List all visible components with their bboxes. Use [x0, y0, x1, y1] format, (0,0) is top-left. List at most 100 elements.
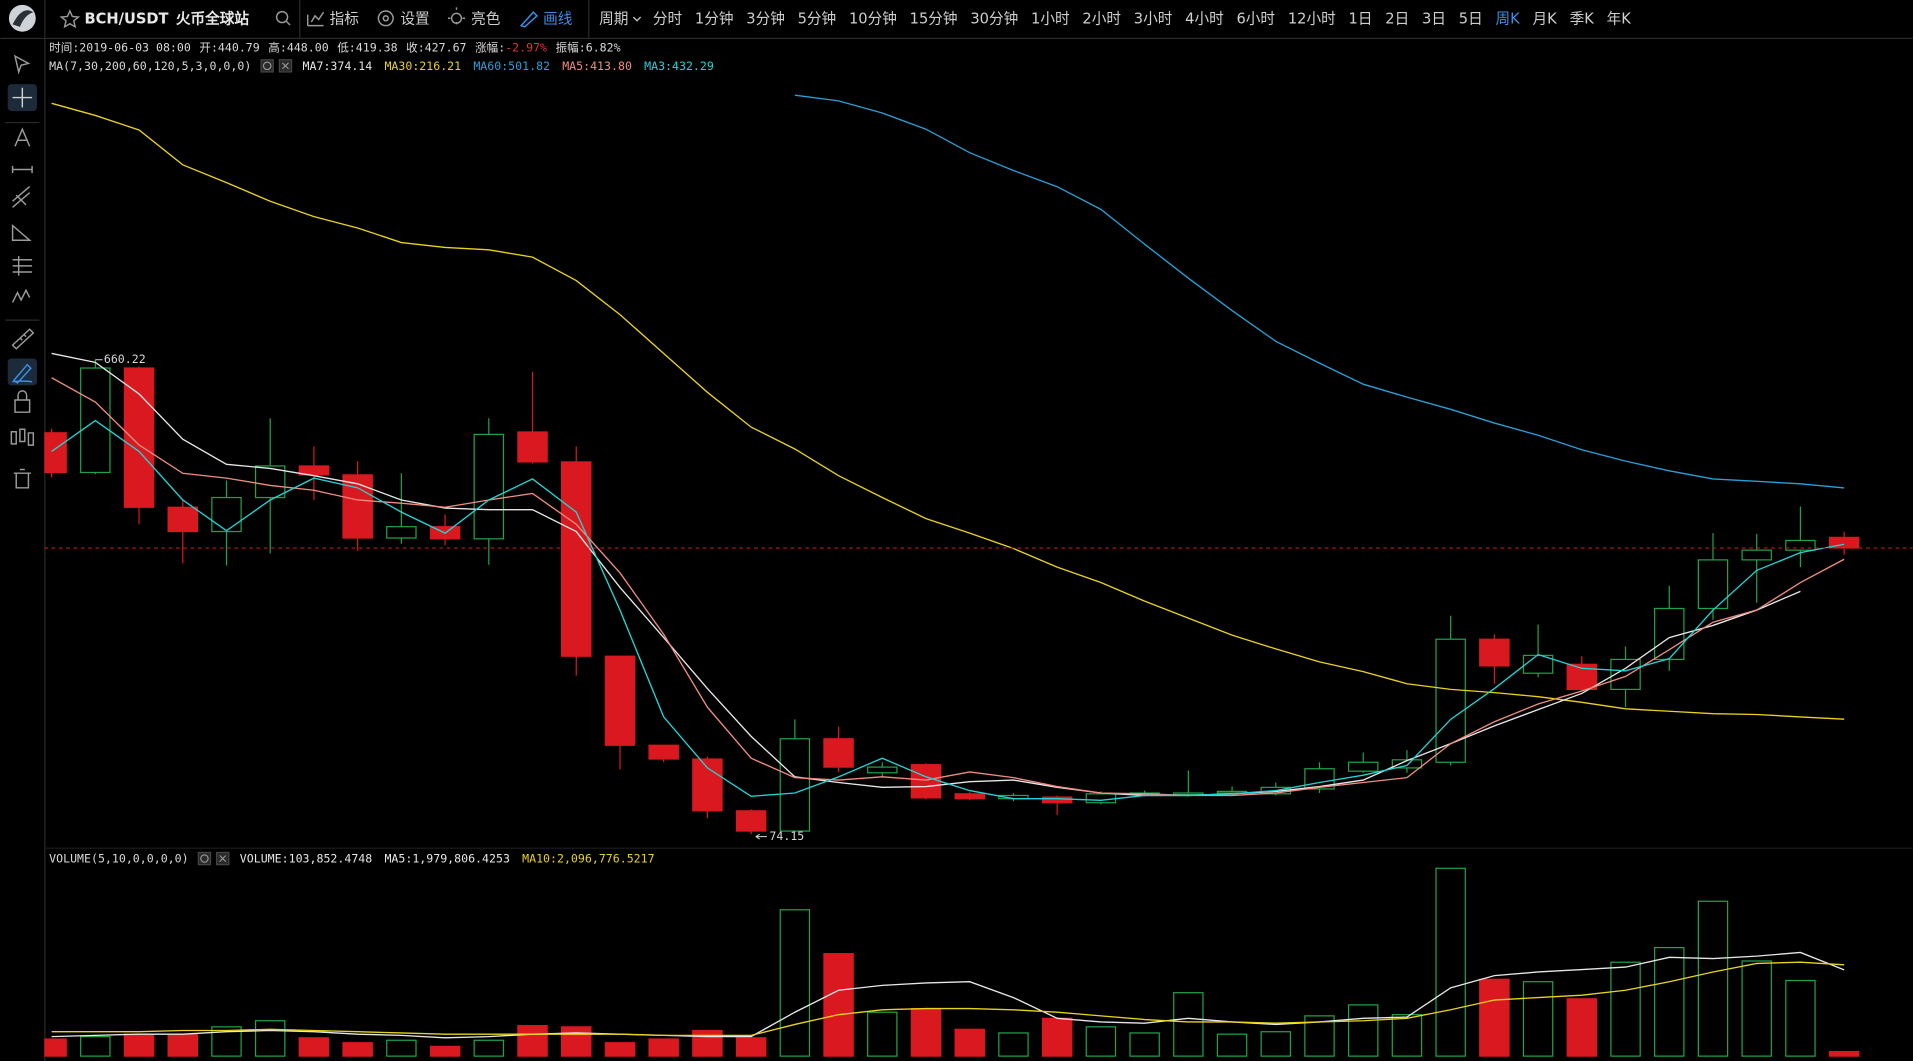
period-button[interactable]: 2日: [1385, 11, 1409, 28]
period-button[interactable]: 2小时: [1082, 11, 1121, 28]
period-buttons: 周期 分时 1分钟 3分钟 5分钟 10分钟 15分钟 30分钟 1小时 2小时 3小时 4小时 6小时…: [599, 11, 1631, 28]
volume-bar: [298, 1037, 330, 1057]
candle-body: [254, 465, 286, 499]
volume-bar: [342, 1042, 373, 1057]
tool-button[interactable]: 设置: [400, 11, 429, 28]
volume-bar: [473, 1039, 505, 1057]
legend-entry: VOLUME:103,852.4748: [240, 851, 372, 865]
period-button[interactable]: 30分钟: [970, 11, 1018, 28]
tool-button[interactable]: 亮色: [471, 11, 501, 28]
tool-icon: [306, 11, 325, 27]
candle-body: [1785, 539, 1816, 551]
period-button[interactable]: 分时: [653, 11, 683, 28]
info-label: 涨幅:: [475, 40, 505, 54]
candle-body: [473, 433, 505, 540]
brush-tool[interactable]: [12, 363, 33, 384]
info-label: 开:: [199, 40, 218, 54]
candle-body: [211, 496, 242, 533]
period-button[interactable]: 5日: [1459, 11, 1483, 28]
period-button[interactable]: 月K: [1533, 11, 1558, 28]
info-value: -2.97%: [505, 40, 547, 54]
volume-bar: [44, 1038, 67, 1057]
candle-body: [1741, 549, 1772, 561]
moving-average-line: [51, 352, 1801, 797]
candle-body: [517, 431, 548, 463]
candle-body: [954, 793, 985, 800]
crosshair-tool[interactable]: [12, 87, 33, 108]
moving-average-line: [51, 961, 1845, 1037]
candle-body: [648, 744, 679, 760]
line-tool[interactable]: [11, 165, 33, 174]
hide-tool[interactable]: [10, 428, 35, 446]
indicator-name: MA(7,30,200,60,120,5,3,0,0,0): [49, 58, 251, 72]
volume-bar: [254, 1020, 286, 1057]
period-button[interactable]: 15分钟: [910, 11, 958, 28]
indicator-settings[interactable]: [197, 851, 212, 866]
period-button[interactable]: 年K: [1607, 11, 1632, 28]
period-button[interactable]: 1分钟: [695, 11, 734, 28]
volume-bar: [1216, 1033, 1248, 1057]
pattern-tool[interactable]: [11, 288, 31, 303]
period-button[interactable]: 周K: [1496, 11, 1521, 28]
text-tool[interactable]: [14, 127, 31, 147]
ohlc-info: 时间:2019-06-03 08:00 开:440.79 高:448.00 低:419…: [49, 40, 620, 54]
volume-pane: [44, 867, 1860, 1057]
search-icon[interactable]: [275, 10, 289, 24]
candle-body: [1479, 638, 1510, 667]
channel-tool[interactable]: [12, 186, 31, 208]
info-label: 收:: [406, 40, 425, 54]
volume-bar: [954, 1028, 985, 1057]
delete-tool[interactable]: [13, 468, 31, 489]
high-label: 660.22: [104, 352, 146, 366]
info-value: 440.79: [218, 40, 260, 54]
legend-entry: MA10:2,096,776.5217: [522, 851, 654, 865]
lock-tool[interactable]: [14, 390, 31, 413]
candle-body: [1654, 607, 1685, 661]
icon-glyph: [219, 855, 227, 862]
period-menu[interactable]: 周期: [599, 11, 628, 28]
period-button[interactable]: 3小时: [1134, 11, 1173, 28]
volume-bar: [998, 1032, 1029, 1057]
period-button[interactable]: 10分钟: [849, 11, 897, 28]
period-button[interactable]: 3日: [1422, 11, 1446, 28]
candle-body: [167, 506, 199, 533]
period-button[interactable]: 3分钟: [746, 11, 785, 28]
symbol: BCH/USDT: [85, 11, 169, 28]
tool-button[interactable]: 画线: [543, 11, 573, 28]
volume-bar: [823, 953, 854, 1057]
period-button[interactable]: 12小时: [1288, 11, 1336, 28]
fib-tool[interactable]: [12, 256, 33, 276]
volume-bar: [1391, 1014, 1423, 1057]
symbol-title[interactable]: BCH/USDT 火币全球站: [85, 10, 250, 28]
volume-bar: [1566, 998, 1598, 1057]
favorite-icon[interactable]: [59, 9, 81, 29]
shape-tool[interactable]: [11, 224, 32, 241]
period-button[interactable]: 5分钟: [798, 11, 837, 28]
candle-body: [561, 461, 592, 657]
candle-body: [1435, 638, 1466, 763]
candle-body: [123, 367, 155, 508]
period-button[interactable]: 1日: [1349, 11, 1373, 28]
indicator-name: VOLUME(5,10,0,0,0,0): [49, 851, 188, 865]
info-label: 时间:: [49, 40, 79, 54]
volume-bar: [1785, 979, 1816, 1057]
ruler-tool[interactable]: [11, 328, 35, 350]
candle-body: [692, 758, 723, 812]
exchange: 火币全球站: [176, 10, 250, 28]
volume-bar: [1347, 1004, 1379, 1057]
cursor-tool[interactable]: [13, 54, 31, 75]
indicator-settings[interactable]: [260, 59, 274, 73]
moving-average-line: [51, 102, 1845, 720]
period-button[interactable]: 6小时: [1237, 11, 1276, 28]
tool-buttons: 指标 设置 亮色 画线: [306, 7, 573, 28]
period-button[interactable]: 季K: [1570, 11, 1595, 28]
volume-bar: [1041, 1017, 1073, 1057]
period-button[interactable]: 4小时: [1185, 11, 1224, 28]
tool-button[interactable]: 指标: [330, 11, 359, 28]
dropdown-arrow: [632, 16, 642, 22]
legend-entry: MA5:1,979,806.4253: [384, 851, 510, 865]
legend-entry: MA30:216.21: [384, 58, 461, 72]
period-button[interactable]: 1小时: [1031, 11, 1070, 28]
